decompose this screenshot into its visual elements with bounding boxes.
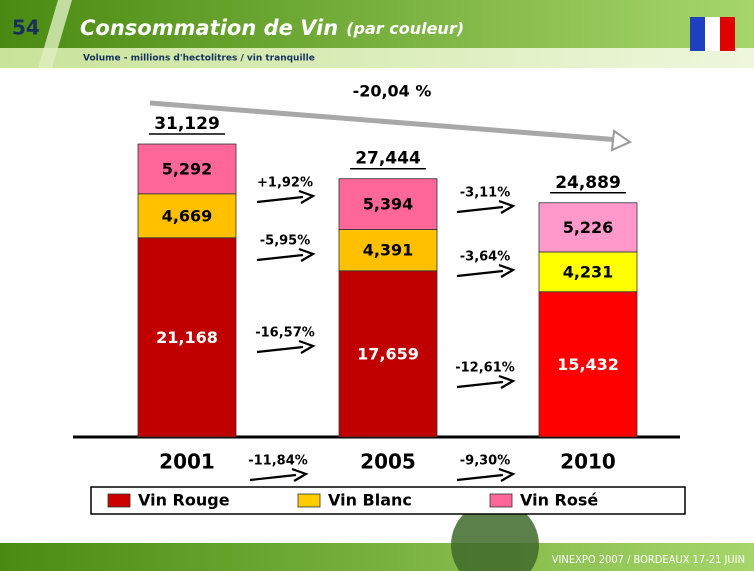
header-band: [0, 0, 754, 48]
segment-label: 4,231: [563, 262, 614, 281]
bar-segment: [137, 143, 237, 195]
segment-label: 21,168: [156, 328, 218, 347]
legend-swatch: [489, 493, 513, 508]
flag-white: [705, 17, 720, 51]
bar-segment: [538, 251, 638, 293]
title-note: (par couleur): [346, 19, 464, 38]
subtitle-band: [0, 48, 754, 68]
flag: [690, 17, 735, 51]
annotation: -11,84%: [248, 454, 308, 469]
annotation: +1,92%: [257, 176, 313, 191]
flag-blue: [690, 17, 705, 51]
bar-segment: [137, 237, 237, 438]
change-arrow: [249, 467, 309, 482]
change-arrow: [256, 339, 316, 354]
flag-red: [720, 17, 735, 51]
title-main: Consommation de Vin: [80, 16, 338, 40]
change-arrow: [456, 467, 516, 482]
change-arrow: [256, 247, 316, 262]
subtitle: Volume - millions d'hectolitres / vin tr…: [83, 54, 315, 64]
total-label: 31,129: [154, 114, 220, 134]
header-slash: [38, 0, 72, 68]
annotation: -5,95%: [260, 234, 311, 249]
change-arrow: [456, 374, 516, 389]
bar-segment: [538, 202, 638, 253]
chart-title: Consommation de Vin (par couleur): [80, 16, 464, 40]
legend-swatch: [297, 493, 321, 508]
footer-band: [0, 543, 754, 571]
legend-box: [90, 486, 686, 515]
x-tick-label: 2010: [560, 450, 616, 474]
bar-segment: [338, 270, 438, 438]
annotation: -3,11%: [460, 186, 511, 201]
annotation: -9,30%: [460, 454, 511, 469]
x-tick-label: 2005: [360, 450, 416, 474]
legend-label: Vin Rosé: [520, 491, 598, 510]
change-arrow: [456, 199, 516, 214]
segment-label: 17,659: [357, 344, 419, 363]
globe: [451, 501, 539, 571]
legend-label: Vin Rouge: [138, 491, 230, 510]
segment-label: 5,292: [162, 159, 213, 178]
total-label: 24,889: [555, 173, 621, 193]
bar-segment: [338, 178, 438, 230]
slide-number: 54: [12, 16, 40, 40]
segment-label: 15,432: [557, 355, 619, 374]
total-label: 27,444: [355, 149, 421, 169]
change-arrow: [456, 263, 516, 278]
trend-arrow-head: [610, 129, 633, 152]
bar-segment: [338, 229, 438, 272]
annotation: -12,61%: [455, 361, 515, 376]
x-tick-label: 2001: [159, 450, 215, 474]
segment-label: 4,669: [162, 206, 213, 225]
segment-label: 4,391: [363, 241, 414, 260]
bar-segment: [137, 193, 237, 239]
footer-text: VINEXPO 2007 / BORDEAUX 17-21 JUIN: [552, 553, 745, 566]
annotation: -16,57%: [255, 326, 315, 341]
trend-arrow: [149, 100, 621, 143]
segment-label: 5,226: [563, 218, 614, 237]
change-arrow: [256, 189, 316, 204]
annotation: -3,64%: [460, 250, 511, 265]
segment-label: 5,394: [363, 195, 414, 214]
legend-label: Vin Blanc: [328, 491, 412, 510]
bar-segment: [538, 291, 638, 438]
legend-swatch: [107, 493, 131, 508]
annotation: -20,04 %: [353, 82, 432, 101]
